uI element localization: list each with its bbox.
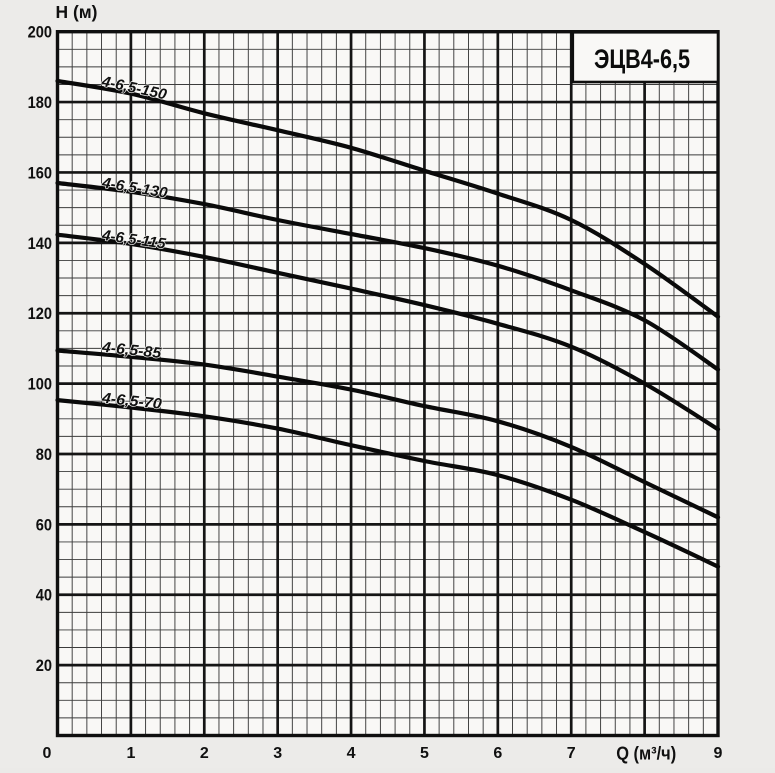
svg-text:2: 2 <box>200 745 209 762</box>
svg-text:80: 80 <box>36 446 52 464</box>
svg-text:120: 120 <box>28 305 52 323</box>
svg-text:4-6,5-85: 4-6,5-85 <box>100 339 163 362</box>
svg-text:6: 6 <box>493 745 502 762</box>
svg-text:180: 180 <box>28 94 52 112</box>
svg-text:5: 5 <box>420 745 429 762</box>
svg-text:20: 20 <box>36 657 52 675</box>
svg-text:0: 0 <box>43 745 52 762</box>
svg-text:ЭЦВ4-6,5: ЭЦВ4-6,5 <box>594 44 690 74</box>
svg-text:60: 60 <box>36 516 52 534</box>
svg-text:40: 40 <box>36 587 52 605</box>
svg-text:3: 3 <box>273 745 282 762</box>
svg-text:100: 100 <box>28 376 52 394</box>
svg-text:Q (м³/ч): Q (м³/ч) <box>616 743 676 764</box>
svg-text:1: 1 <box>126 745 135 762</box>
svg-text:H (м): H (м) <box>56 2 98 22</box>
svg-text:140: 140 <box>28 235 52 253</box>
svg-text:200: 200 <box>28 24 52 42</box>
svg-text:4: 4 <box>347 745 356 762</box>
svg-text:160: 160 <box>28 165 52 183</box>
svg-text:7: 7 <box>567 745 576 762</box>
svg-text:9: 9 <box>714 745 723 762</box>
